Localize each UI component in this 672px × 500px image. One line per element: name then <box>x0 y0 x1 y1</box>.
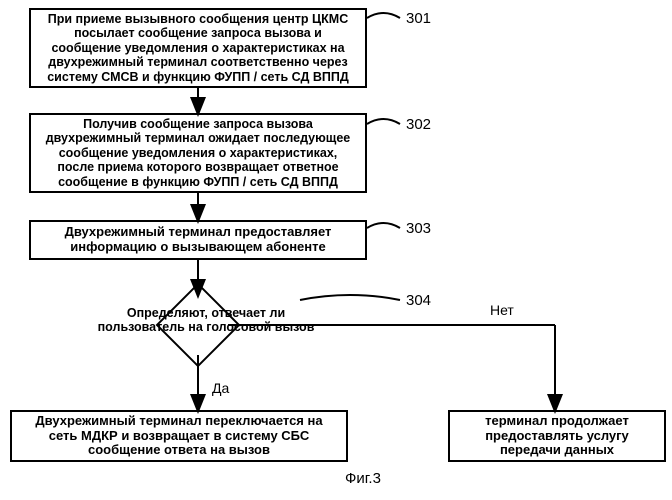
step-label-303: 303 <box>406 220 431 237</box>
arrow-l304 <box>300 295 400 300</box>
step-301-text: При приеме вызывного сообщения центр ЦКМ… <box>39 12 357 84</box>
no-result-box: терминал продолжает предоставлять услугу… <box>448 410 666 462</box>
step-302-box: Получив сообщение запроса вызова двухреж… <box>29 113 367 193</box>
arrow-l303 <box>367 223 400 228</box>
step-301-box: При приеме вызывного сообщения центр ЦКМ… <box>29 8 367 88</box>
branch-label-yes: Да <box>212 380 229 396</box>
arrow-l301 <box>367 13 400 18</box>
yes-result-text: Двухрежимный терминал переключается на с… <box>20 414 338 459</box>
step-303-box: Двухрежимный терминал предоставляет инфо… <box>29 220 367 260</box>
figure-caption: Фиг.3 <box>345 470 381 487</box>
step-label-302: 302 <box>406 116 431 133</box>
no-result-text: терминал продолжает предоставлять услугу… <box>458 414 656 459</box>
arrow-l302 <box>367 119 400 124</box>
decision-304-diamond <box>156 283 241 368</box>
step-302-text: Получив сообщение запроса вызова двухреж… <box>39 117 357 189</box>
step-label-301: 301 <box>406 10 431 27</box>
step-303-text: Двухрежимный терминал предоставляет инфо… <box>39 225 357 255</box>
yes-result-box: Двухрежимный терминал переключается на с… <box>10 410 348 462</box>
step-label-304: 304 <box>406 292 431 309</box>
branch-label-no: Нет <box>490 302 514 318</box>
